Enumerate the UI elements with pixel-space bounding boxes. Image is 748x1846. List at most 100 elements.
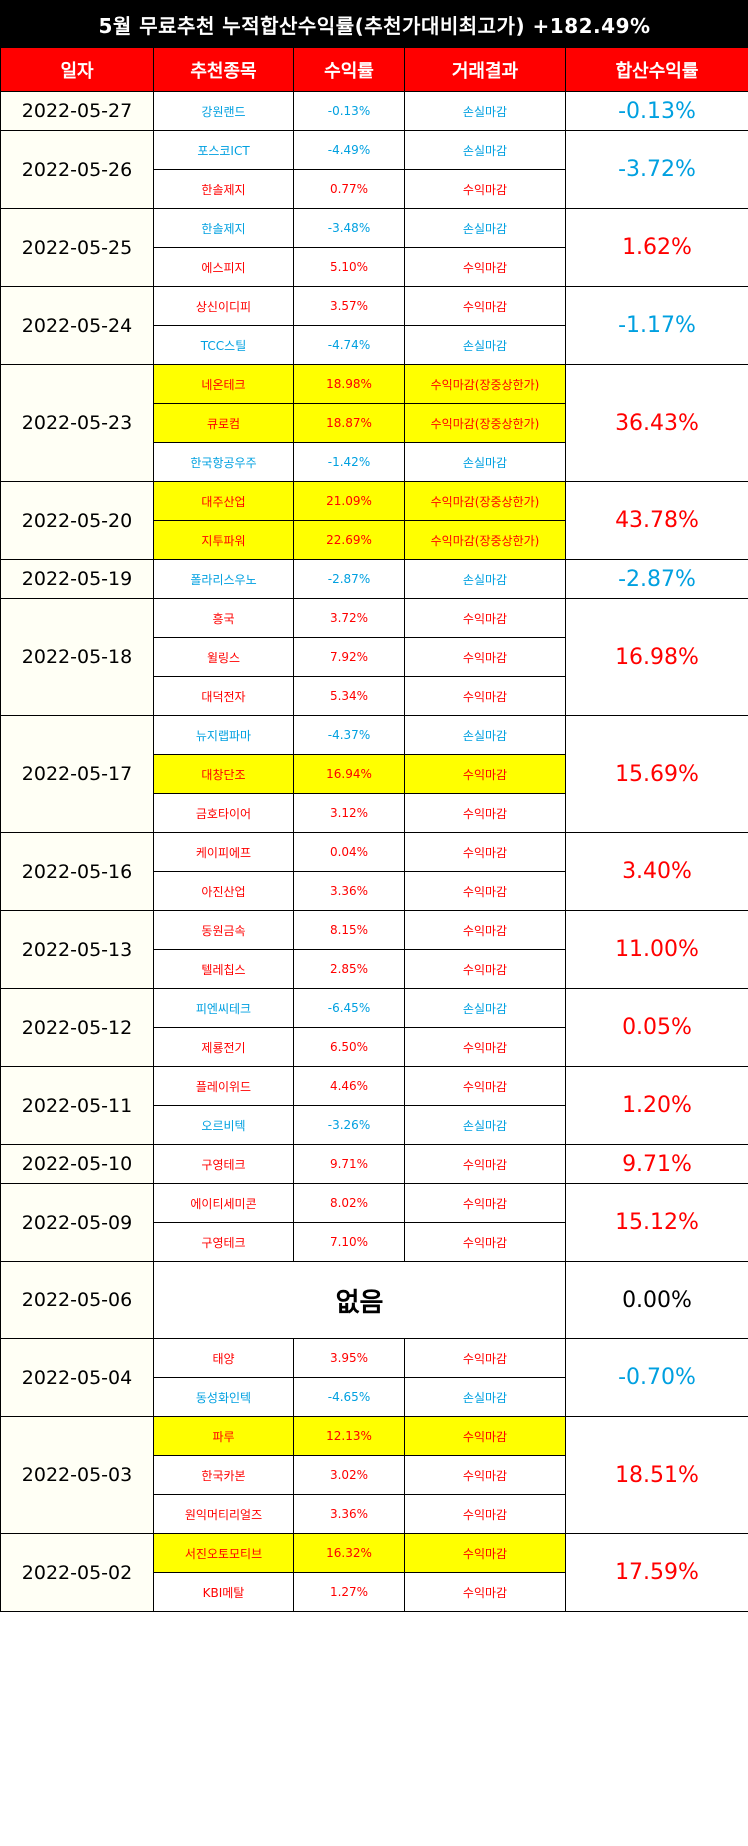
header-return: 수익률 bbox=[293, 47, 405, 92]
stock-row: 윌링스 7.92% 수익마감 bbox=[1, 637, 748, 677]
date-cell: 2022-05-18 bbox=[0, 598, 154, 716]
stock-name-cell: 윌링스 bbox=[153, 637, 294, 677]
date-cell: 2022-05-23 bbox=[0, 364, 154, 482]
return-cell: -2.87% bbox=[293, 559, 405, 599]
total-return-cell: 0.00% bbox=[564, 1261, 748, 1339]
stock-name-cell: 대창단조 bbox=[153, 754, 294, 794]
return-cell: 16.94% bbox=[293, 754, 405, 794]
date-cell: 2022-05-03 bbox=[0, 1416, 154, 1534]
return-cell: 8.02% bbox=[293, 1183, 405, 1223]
stock-name-cell: 구영테크 bbox=[153, 1222, 294, 1262]
return-cell: 12.13% bbox=[293, 1416, 405, 1456]
stock-row: 2022-05-03 파루 12.13% 수익마감 18.51% bbox=[0, 1416, 748, 1534]
return-cell: 18.87% bbox=[293, 403, 405, 443]
date-cell: 2022-05-09 bbox=[0, 1183, 154, 1262]
stock-row: 지투파워 22.69% 수익마감(장중상한가) bbox=[1, 520, 748, 560]
stock-name-cell: 케이피에프 bbox=[153, 832, 294, 872]
result-cell: 손실마감 bbox=[404, 988, 566, 1028]
stock-row: 한국항공우주 -1.42% 손실마감 bbox=[1, 442, 748, 482]
return-cell: 1.27% bbox=[293, 1572, 405, 1612]
return-cell: 22.69% bbox=[293, 520, 405, 560]
stock-name-cell: 아진산업 bbox=[153, 871, 294, 911]
date-cell: 2022-05-27 bbox=[0, 91, 154, 131]
stock-name-cell: 한솔제지 bbox=[153, 208, 294, 248]
result-cell: 수익마감 bbox=[404, 598, 566, 638]
total-return-cell: 15.12% bbox=[564, 1183, 748, 1262]
stock-name-cell: TCC스틸 bbox=[153, 325, 294, 365]
return-cell: 4.46% bbox=[293, 1066, 405, 1106]
result-cell: 수익마감 bbox=[404, 637, 566, 677]
result-cell: 손실마감 bbox=[404, 208, 566, 248]
day-row: 2022-05-06 없음 0.00% bbox=[0, 1261, 748, 1339]
header-total: 합산수익률 bbox=[564, 47, 748, 92]
stock-row: 원익머티리얼즈 3.36% 수익마감 bbox=[1, 1494, 748, 1534]
stock-name-cell: 태양 bbox=[153, 1338, 294, 1378]
total-return-cell: 17.59% bbox=[564, 1533, 748, 1612]
result-cell: 수익마감 bbox=[404, 1027, 566, 1067]
total-return-cell: 1.62% bbox=[564, 208, 748, 287]
date-cell: 2022-05-12 bbox=[0, 988, 154, 1067]
date-cell: 2022-05-26 bbox=[0, 130, 154, 209]
result-cell: 수익마감 bbox=[404, 1572, 566, 1612]
result-cell: 손실마감 bbox=[404, 325, 566, 365]
result-cell: 손실마감 bbox=[404, 1377, 566, 1417]
stock-row: 2022-05-04 태양 3.95% 수익마감 -0.70% bbox=[0, 1338, 748, 1417]
total-return-cell: 18.51% bbox=[564, 1416, 748, 1534]
return-cell: -6.45% bbox=[293, 988, 405, 1028]
stock-row: 2022-05-20 대주산업 21.09% 수익마감(장중상한가) 43.78% bbox=[0, 481, 748, 560]
result-cell: 수익마감(장중상한가) bbox=[404, 403, 566, 443]
return-cell: 9.71% bbox=[293, 1144, 405, 1184]
result-cell: 손실마감 bbox=[404, 1105, 566, 1145]
total-return-cell: 16.98% bbox=[564, 598, 748, 716]
return-cell: 3.36% bbox=[293, 871, 405, 911]
result-cell: 수익마감 bbox=[404, 910, 566, 950]
stock-row: 한국카본 3.02% 수익마감 bbox=[1, 1455, 748, 1495]
result-cell: 손실마감 bbox=[404, 442, 566, 482]
total-return-cell: 1.20% bbox=[564, 1066, 748, 1145]
return-cell: 3.02% bbox=[293, 1455, 405, 1495]
return-cell: 8.15% bbox=[293, 910, 405, 950]
return-cell: 7.10% bbox=[293, 1222, 405, 1262]
stock-row: 대창단조 16.94% 수익마감 bbox=[1, 754, 748, 794]
stock-name-cell: 구영테크 bbox=[153, 1144, 294, 1184]
date-cell: 2022-05-04 bbox=[0, 1338, 154, 1417]
result-cell: 수익마감 bbox=[404, 1416, 566, 1456]
total-return-cell: 43.78% bbox=[564, 481, 748, 560]
stock-row: TCC스틸 -4.74% 손실마감 bbox=[1, 325, 748, 365]
return-cell: 3.72% bbox=[293, 598, 405, 638]
result-cell: 수익마감 bbox=[404, 871, 566, 911]
title-row: 5월 무료추천 누적합산수익률(추천가대비최고가) +182.49% bbox=[0, 0, 748, 48]
stock-row: 2022-05-24 상신이디피 3.57% 수익마감 -1.17% bbox=[0, 286, 748, 365]
sheet-title: 5월 무료추천 누적합산수익률(추천가대비최고가) +182.49% bbox=[0, 0, 748, 48]
stock-name-cell: 한솔제지 bbox=[153, 169, 294, 209]
stock-row: 아진산업 3.36% 수익마감 bbox=[1, 871, 748, 911]
stock-row: 2022-05-19 폴라리스우노 -2.87% 손실마감 -2.87% bbox=[0, 559, 748, 599]
stock-name-cell: 원익머티리얼즈 bbox=[153, 1494, 294, 1534]
result-cell: 수익마감 bbox=[404, 1338, 566, 1378]
return-cell: 3.12% bbox=[293, 793, 405, 833]
total-return-cell: 15.69% bbox=[564, 715, 748, 833]
return-cell: -3.48% bbox=[293, 208, 405, 248]
return-cell: -4.74% bbox=[293, 325, 405, 365]
stock-name-cell: 제룡전기 bbox=[153, 1027, 294, 1067]
date-cell: 2022-05-13 bbox=[0, 910, 154, 989]
stock-name-cell: 한국항공우주 bbox=[153, 442, 294, 482]
total-return-cell: 36.43% bbox=[564, 364, 748, 482]
date-cell: 2022-05-02 bbox=[0, 1533, 154, 1612]
stock-row: 2022-05-10 구영테크 9.71% 수익마감 9.71% bbox=[0, 1144, 748, 1184]
result-cell: 수익마감 bbox=[404, 247, 566, 287]
result-cell: 손실마감 bbox=[404, 91, 566, 131]
return-cell: 5.34% bbox=[293, 676, 405, 716]
stock-row: 2022-05-16 케이피에프 0.04% 수익마감 3.40% bbox=[0, 832, 748, 911]
stock-name-cell: 흥국 bbox=[153, 598, 294, 638]
return-cell: 18.98% bbox=[293, 364, 405, 404]
stock-name-cell: 강원랜드 bbox=[153, 91, 294, 131]
stock-row: 텔레칩스 2.85% 수익마감 bbox=[1, 949, 748, 989]
date-cell: 2022-05-16 bbox=[0, 832, 154, 911]
stock-row: 2022-05-13 동원금속 8.15% 수익마감 11.00% bbox=[0, 910, 748, 989]
stock-row: KBI메탈 1.27% 수익마감 bbox=[1, 1572, 748, 1612]
stock-row: 오르비텍 -3.26% 손실마감 bbox=[1, 1105, 748, 1145]
result-cell: 수익마감 bbox=[404, 1066, 566, 1106]
stock-row: 2022-05-23 네온테크 18.98% 수익마감(장중상한가) 36.43% bbox=[0, 364, 748, 482]
result-cell: 수익마감 bbox=[404, 169, 566, 209]
